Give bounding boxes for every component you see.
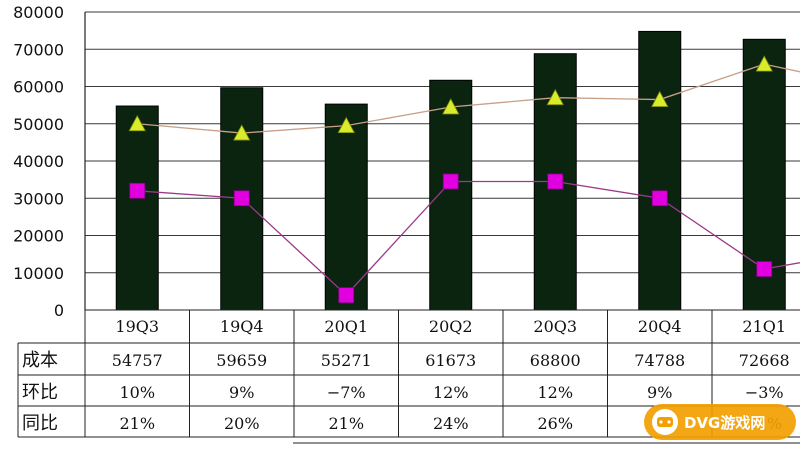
triangle-marker-19Q3: [128, 114, 146, 132]
table-row-label: 成本: [22, 350, 58, 371]
square-marker-20Q2: [442, 173, 459, 190]
x-tick-label: 20Q2: [429, 317, 473, 336]
y-tick-label: 60000: [13, 78, 64, 97]
table-cell: 12%: [537, 383, 573, 402]
x-tick-label: 19Q3: [115, 317, 159, 336]
table-cell: 55271: [321, 351, 372, 370]
square-marker-20Q3: [547, 173, 564, 190]
triangle-marker-21Q1: [755, 55, 773, 72]
x-tick-label: 21Q1: [742, 317, 786, 336]
series-line-0: [137, 63, 800, 134]
table-cell: 26%: [537, 414, 573, 433]
table-cell: 61673: [425, 351, 476, 370]
table-cell: 54757: [112, 351, 163, 370]
table-cell: 68800: [530, 351, 581, 370]
table-cell: −3%: [745, 383, 784, 402]
table-cell: 59659: [216, 351, 267, 370]
y-tick-label: 20000: [13, 227, 64, 246]
square-marker-19Q3: [129, 182, 146, 199]
watermark-badge: [644, 404, 796, 440]
watermark-text: DVG游戏网: [684, 414, 765, 432]
bar-20Q4: [638, 30, 682, 311]
series-line-1: [137, 180, 800, 297]
table-row-label: 同比: [22, 413, 58, 434]
gamepad-icon: [652, 409, 678, 435]
table-cell: 74788: [634, 351, 685, 370]
y-tick-label: 40000: [13, 152, 64, 171]
table-cell: 72668: [739, 351, 790, 370]
y-tick-label: 50000: [13, 115, 64, 134]
watermark: DVG游戏网: [644, 404, 796, 440]
triangle-marker-20Q1: [337, 116, 355, 134]
table-cell: 20%: [224, 414, 260, 433]
table-cell: 21%: [119, 414, 155, 433]
x-tick-label: 19Q4: [220, 317, 264, 336]
table-cell: 12%: [433, 383, 469, 402]
gamepad-icon-button: [667, 420, 671, 424]
y-tick-label: 70000: [13, 40, 64, 59]
y-tick-label: 10000: [13, 264, 64, 283]
gamepad-icon-dpad: [659, 420, 663, 424]
table-cell: 9%: [229, 383, 254, 402]
table-cell: 10%: [119, 383, 155, 402]
bar-20Q2: [429, 79, 473, 311]
triangle-marker-20Q2: [442, 98, 460, 115]
table-row-label: 环比: [22, 382, 58, 403]
gamepad-icon-body: [657, 417, 673, 427]
square-marker-20Q4: [651, 190, 668, 207]
square-marker-19Q4: [233, 190, 250, 207]
table-cell: 9%: [647, 383, 672, 402]
square-marker-20Q1: [338, 287, 355, 304]
table-cell: 24%: [433, 414, 469, 433]
triangle-marker-19Q4: [233, 124, 251, 141]
x-tick-label: 20Q1: [324, 317, 368, 336]
y-tick-label: 0: [54, 301, 64, 320]
table-cell: −7%: [327, 383, 366, 402]
y-tick-label: 30000: [13, 189, 64, 208]
table-cell: 21%: [328, 414, 364, 433]
x-tick-label: 20Q4: [638, 317, 682, 336]
y-tick-label: 80000: [13, 3, 64, 22]
triangle-marker-20Q4: [651, 90, 669, 107]
triangle-marker-20Q3: [546, 88, 564, 106]
bar-19Q3: [115, 105, 159, 311]
x-tick-label: 20Q3: [533, 317, 577, 336]
square-marker-21Q1: [756, 261, 773, 277]
